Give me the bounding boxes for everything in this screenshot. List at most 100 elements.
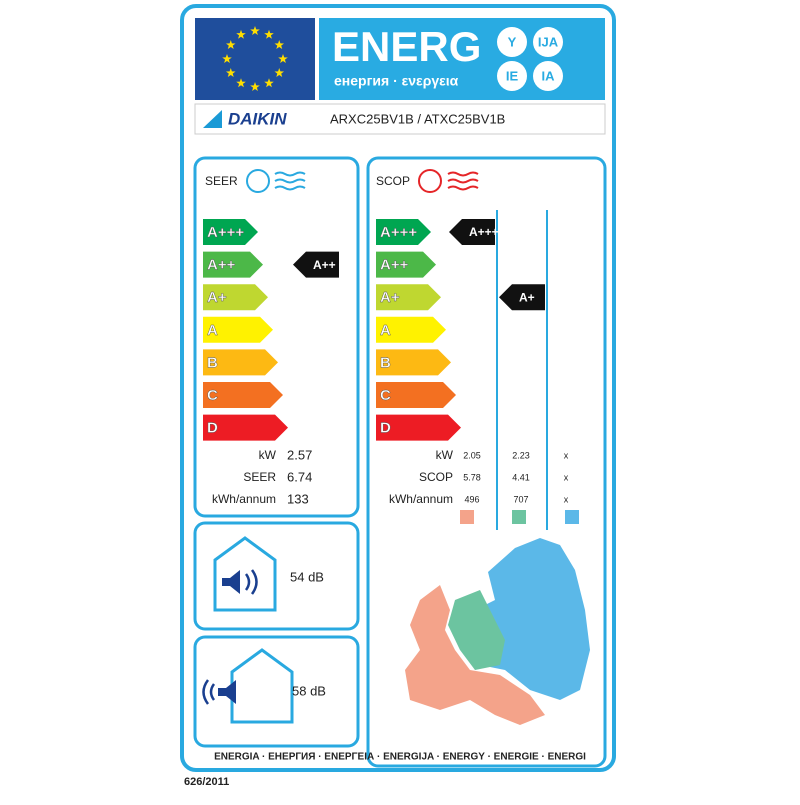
class-label: A+++ xyxy=(380,224,417,241)
class-label: D xyxy=(380,420,391,437)
row-value: 707 xyxy=(513,494,528,504)
language-badge xyxy=(533,61,563,91)
class-arrow xyxy=(376,349,451,376)
cool-fan-icon xyxy=(246,169,270,193)
seer-title: SEER xyxy=(205,174,238,188)
language-code: IJA xyxy=(538,34,559,49)
language-code: IE xyxy=(506,68,519,83)
speaker-icon xyxy=(222,570,240,594)
speaker-icon xyxy=(218,680,236,704)
model: ARXC25BV1B / ATXC25BV1B xyxy=(330,111,505,126)
class-arrow xyxy=(203,382,283,408)
energ-title: ENERG xyxy=(332,23,481,70)
class-label: B xyxy=(207,354,218,371)
class-label: C xyxy=(207,387,218,404)
language-badge xyxy=(497,27,527,57)
row-value: 2.23 xyxy=(512,450,530,460)
eu-star xyxy=(226,40,236,49)
climate-map xyxy=(405,538,590,725)
supplier-row xyxy=(194,103,606,135)
eu-star xyxy=(222,54,232,63)
row-label: SEER xyxy=(243,470,276,484)
language-badge xyxy=(533,27,563,57)
scop-panel xyxy=(366,156,607,768)
eu-star xyxy=(250,26,260,35)
class-arrow xyxy=(376,251,436,278)
sound-waves xyxy=(244,569,258,595)
eu-star xyxy=(236,29,246,39)
row-value: 2.05 xyxy=(463,450,481,460)
class-arrow xyxy=(376,382,456,408)
class-arrow xyxy=(203,219,258,245)
class-arrow xyxy=(376,284,441,311)
footer-languages: ENERGIA · ЕНЕРГИЯ · ΕΝΕΡΓΕΙΑ · ENERGIJA … xyxy=(214,752,586,763)
cold-zone-swatch xyxy=(565,510,579,524)
eu-star xyxy=(274,40,284,49)
scop-title: SCOP xyxy=(376,174,410,188)
class-arrow xyxy=(376,219,431,245)
class-label: A xyxy=(380,322,391,339)
class-label: D xyxy=(207,420,218,437)
row-value: 6.74 xyxy=(287,469,312,484)
eu-star xyxy=(250,82,260,91)
language-badge xyxy=(497,61,527,91)
brand-logo xyxy=(203,110,222,128)
row-value: 5.78 xyxy=(463,472,481,482)
label-border xyxy=(180,4,616,772)
language-code: IA xyxy=(542,68,556,83)
sound-waves xyxy=(202,679,216,705)
row-label: kW xyxy=(259,448,277,462)
indoor-noise-panel xyxy=(193,521,360,631)
eu-star xyxy=(278,54,288,63)
brand: DAIKIN xyxy=(228,109,287,128)
average-zone xyxy=(448,590,505,670)
house-icon xyxy=(213,536,277,612)
regulation: 626/2011 xyxy=(184,776,229,788)
class-arrow xyxy=(203,284,268,311)
seer-panel xyxy=(193,156,360,518)
eu-star xyxy=(274,68,284,77)
house-icon xyxy=(230,648,294,724)
class-label: C xyxy=(380,387,391,404)
class-arrow xyxy=(203,316,273,343)
class-arrow xyxy=(376,414,461,441)
eu-star xyxy=(264,78,274,88)
energ-subtitle: енергия · ενεργεια xyxy=(334,73,459,89)
class-arrow xyxy=(376,316,446,343)
rating-arrow xyxy=(449,219,495,245)
class-arrow xyxy=(203,349,278,376)
row-value: 4.41 xyxy=(512,472,530,482)
average-zone-swatch xyxy=(512,510,526,524)
class-label: A+ xyxy=(380,289,400,306)
warm-zone xyxy=(405,585,545,725)
class-label: A++ xyxy=(380,257,409,274)
row-label: kWh/annum xyxy=(212,492,276,506)
row-value: x xyxy=(564,494,569,504)
rating-arrow xyxy=(499,284,545,311)
cool-waves xyxy=(274,171,306,191)
rating-label: A+++ xyxy=(469,225,499,239)
outdoor-noise: 58 dB xyxy=(292,683,326,698)
class-label: B xyxy=(380,354,391,371)
class-label: A xyxy=(207,322,218,339)
rating-label: A+ xyxy=(519,290,535,304)
row-value: x xyxy=(564,472,569,482)
eu-star xyxy=(236,78,246,88)
rating-label: A++ xyxy=(313,258,336,272)
language-badges: Y IJA IE IA xyxy=(497,27,563,91)
indoor-noise: 54 dB xyxy=(290,569,324,584)
row-value: x xyxy=(564,450,569,460)
eu-star xyxy=(226,68,236,77)
row-label: kW xyxy=(436,448,454,462)
row-value: 496 xyxy=(464,494,479,504)
class-label: A+++ xyxy=(207,224,244,241)
heat-waves xyxy=(447,171,479,191)
eu-star xyxy=(264,29,274,39)
language-code: Y xyxy=(508,34,517,49)
row-value: 2.57 xyxy=(287,447,312,462)
warm-zone-swatch xyxy=(460,510,474,524)
class-arrow xyxy=(203,414,288,441)
class-arrow xyxy=(203,251,263,278)
